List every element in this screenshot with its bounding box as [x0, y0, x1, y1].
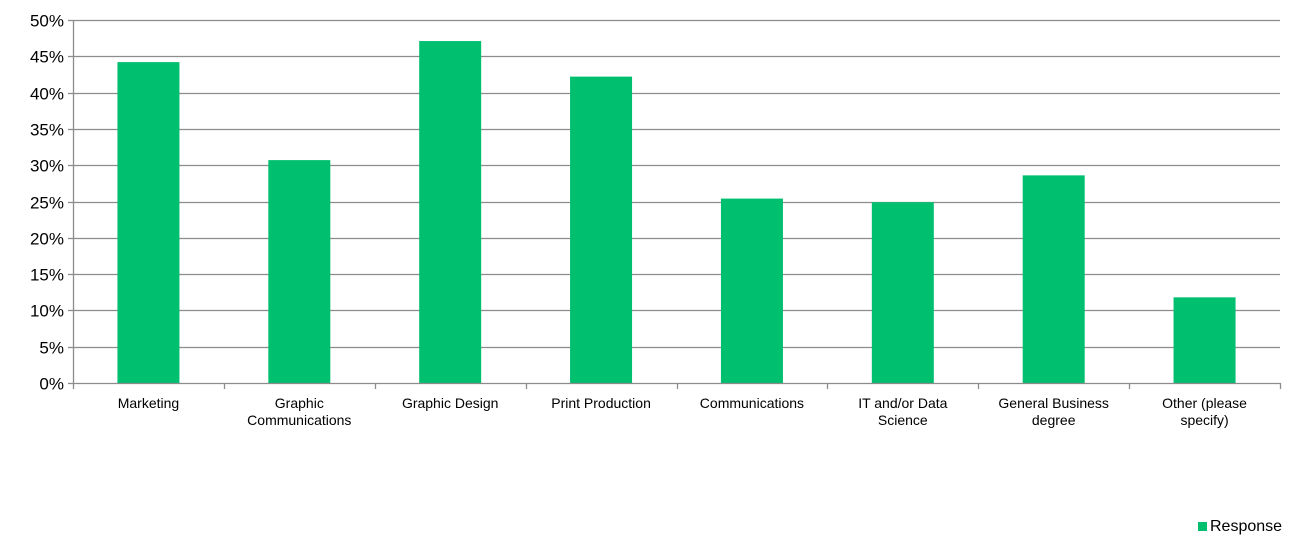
bar — [720, 198, 783, 383]
bar — [570, 76, 633, 384]
x-tick-label: Communications — [700, 395, 804, 411]
y-tick-label: 20% — [30, 230, 64, 249]
x-tick-label: Other (please specify) — [1162, 395, 1247, 428]
y-tick-label: 10% — [30, 302, 64, 321]
x-tick-label: Graphic Design — [402, 395, 499, 411]
y-tick-label: 5% — [39, 339, 64, 358]
y-tick-label: 50% — [30, 12, 64, 31]
bar — [419, 41, 482, 383]
x-tick-label: Print Production — [551, 395, 651, 411]
x-tick-labels: Marketing Graphic Communications Graphic De… — [118, 395, 1247, 428]
bar — [871, 202, 934, 383]
legend-swatch — [1198, 522, 1207, 531]
x-tick-label: General Business degree — [998, 395, 1109, 428]
bar — [1022, 175, 1085, 383]
y-tick-label: 40% — [30, 85, 64, 104]
bar — [268, 160, 331, 383]
x-tick-label: Marketing — [118, 395, 179, 411]
y-tick-label: 0% — [39, 375, 64, 394]
legend: Response — [1198, 518, 1282, 535]
y-tick-label: 30% — [30, 157, 64, 176]
y-tick-labels: 0% 5% 10% 15% 20% 25% 30% 35% 40% 45% 50% — [30, 12, 64, 394]
y-tick-label: 35% — [30, 121, 64, 140]
gridlines — [73, 19, 1280, 349]
axes — [68, 19, 1282, 389]
legend-label: Response — [1210, 518, 1282, 535]
bars — [117, 41, 1236, 384]
y-tick-label: 45% — [30, 48, 64, 67]
bar — [1173, 297, 1236, 383]
x-tick-label: IT and/or Data Science — [858, 395, 947, 428]
x-tick-label: Graphic Communications — [247, 395, 351, 428]
bar — [117, 62, 180, 383]
y-tick-label: 15% — [30, 266, 64, 285]
y-tick-label: 25% — [30, 194, 64, 213]
